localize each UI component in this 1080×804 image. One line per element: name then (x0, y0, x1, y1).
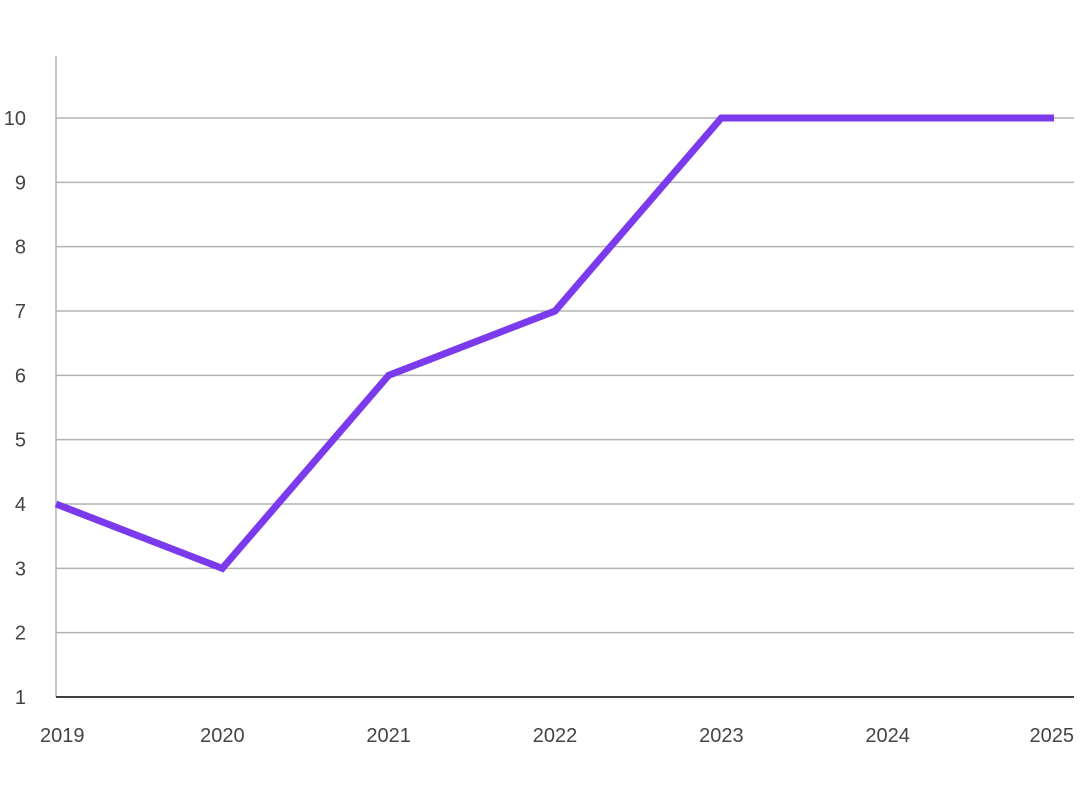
y-tick-label: 6 (15, 365, 26, 387)
series-line-0 (54, 114, 1054, 573)
y-tick-label: 4 (15, 494, 26, 516)
y-tick-label: 10 (4, 108, 26, 130)
axes (55, 56, 1074, 698)
x-tick-label: 2020 (200, 725, 245, 747)
x-tick-label: 2024 (865, 725, 910, 747)
gridlines (56, 117, 1074, 634)
x-tick-label: 2021 (366, 725, 411, 747)
y-tick-label: 1 (15, 687, 26, 709)
series-lines (54, 114, 1054, 573)
y-tick-labels: 1 2 3 4 5 6 7 8 9 10 (4, 108, 26, 709)
y-tick-label: 7 (15, 301, 26, 323)
x-tick-label: 2023 (699, 725, 744, 747)
y-tick-label: 9 (15, 172, 26, 194)
y-tick-label: 8 (15, 237, 26, 259)
x-tick-label: 2022 (533, 725, 578, 747)
x-tick-label: 2019 (40, 725, 85, 747)
y-tick-label: 2 (15, 623, 26, 645)
y-tick-label: 3 (15, 558, 26, 580)
x-tick-label: 2025 (1030, 725, 1075, 747)
x-tick-labels: 2019 2020 2021 2022 2023 2024 2025 (40, 725, 1074, 747)
y-tick-label: 5 (15, 430, 26, 452)
